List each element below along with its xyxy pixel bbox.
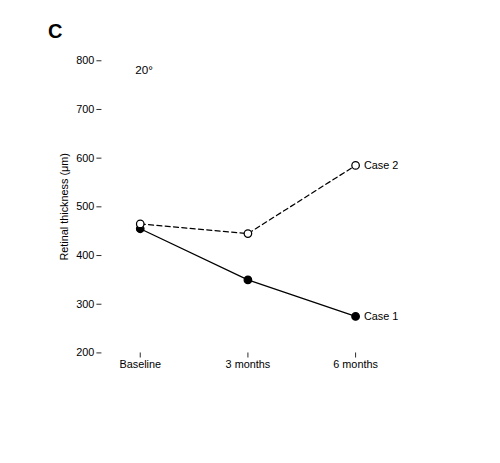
svg-text:700: 700 (76, 103, 94, 115)
svg-text:Retinal thickness (μm): Retinal thickness (μm) (58, 153, 70, 261)
svg-text:6 months: 6 months (333, 358, 378, 370)
svg-text:Case 1: Case 1 (364, 310, 398, 322)
svg-text:800: 800 (76, 54, 94, 66)
svg-text:20°: 20° (135, 63, 153, 76)
svg-text:600: 600 (76, 152, 94, 164)
svg-text:Baseline: Baseline (119, 358, 161, 370)
svg-text:Case 2: Case 2 (364, 159, 398, 171)
svg-text:3 months: 3 months (226, 358, 271, 370)
html-text:C: C (48, 20, 63, 42)
svg-text:300: 300 (76, 298, 94, 310)
svg-text:200: 200 (76, 346, 94, 358)
svg-text:500: 500 (76, 200, 94, 212)
svg-text:400: 400 (76, 249, 94, 261)
